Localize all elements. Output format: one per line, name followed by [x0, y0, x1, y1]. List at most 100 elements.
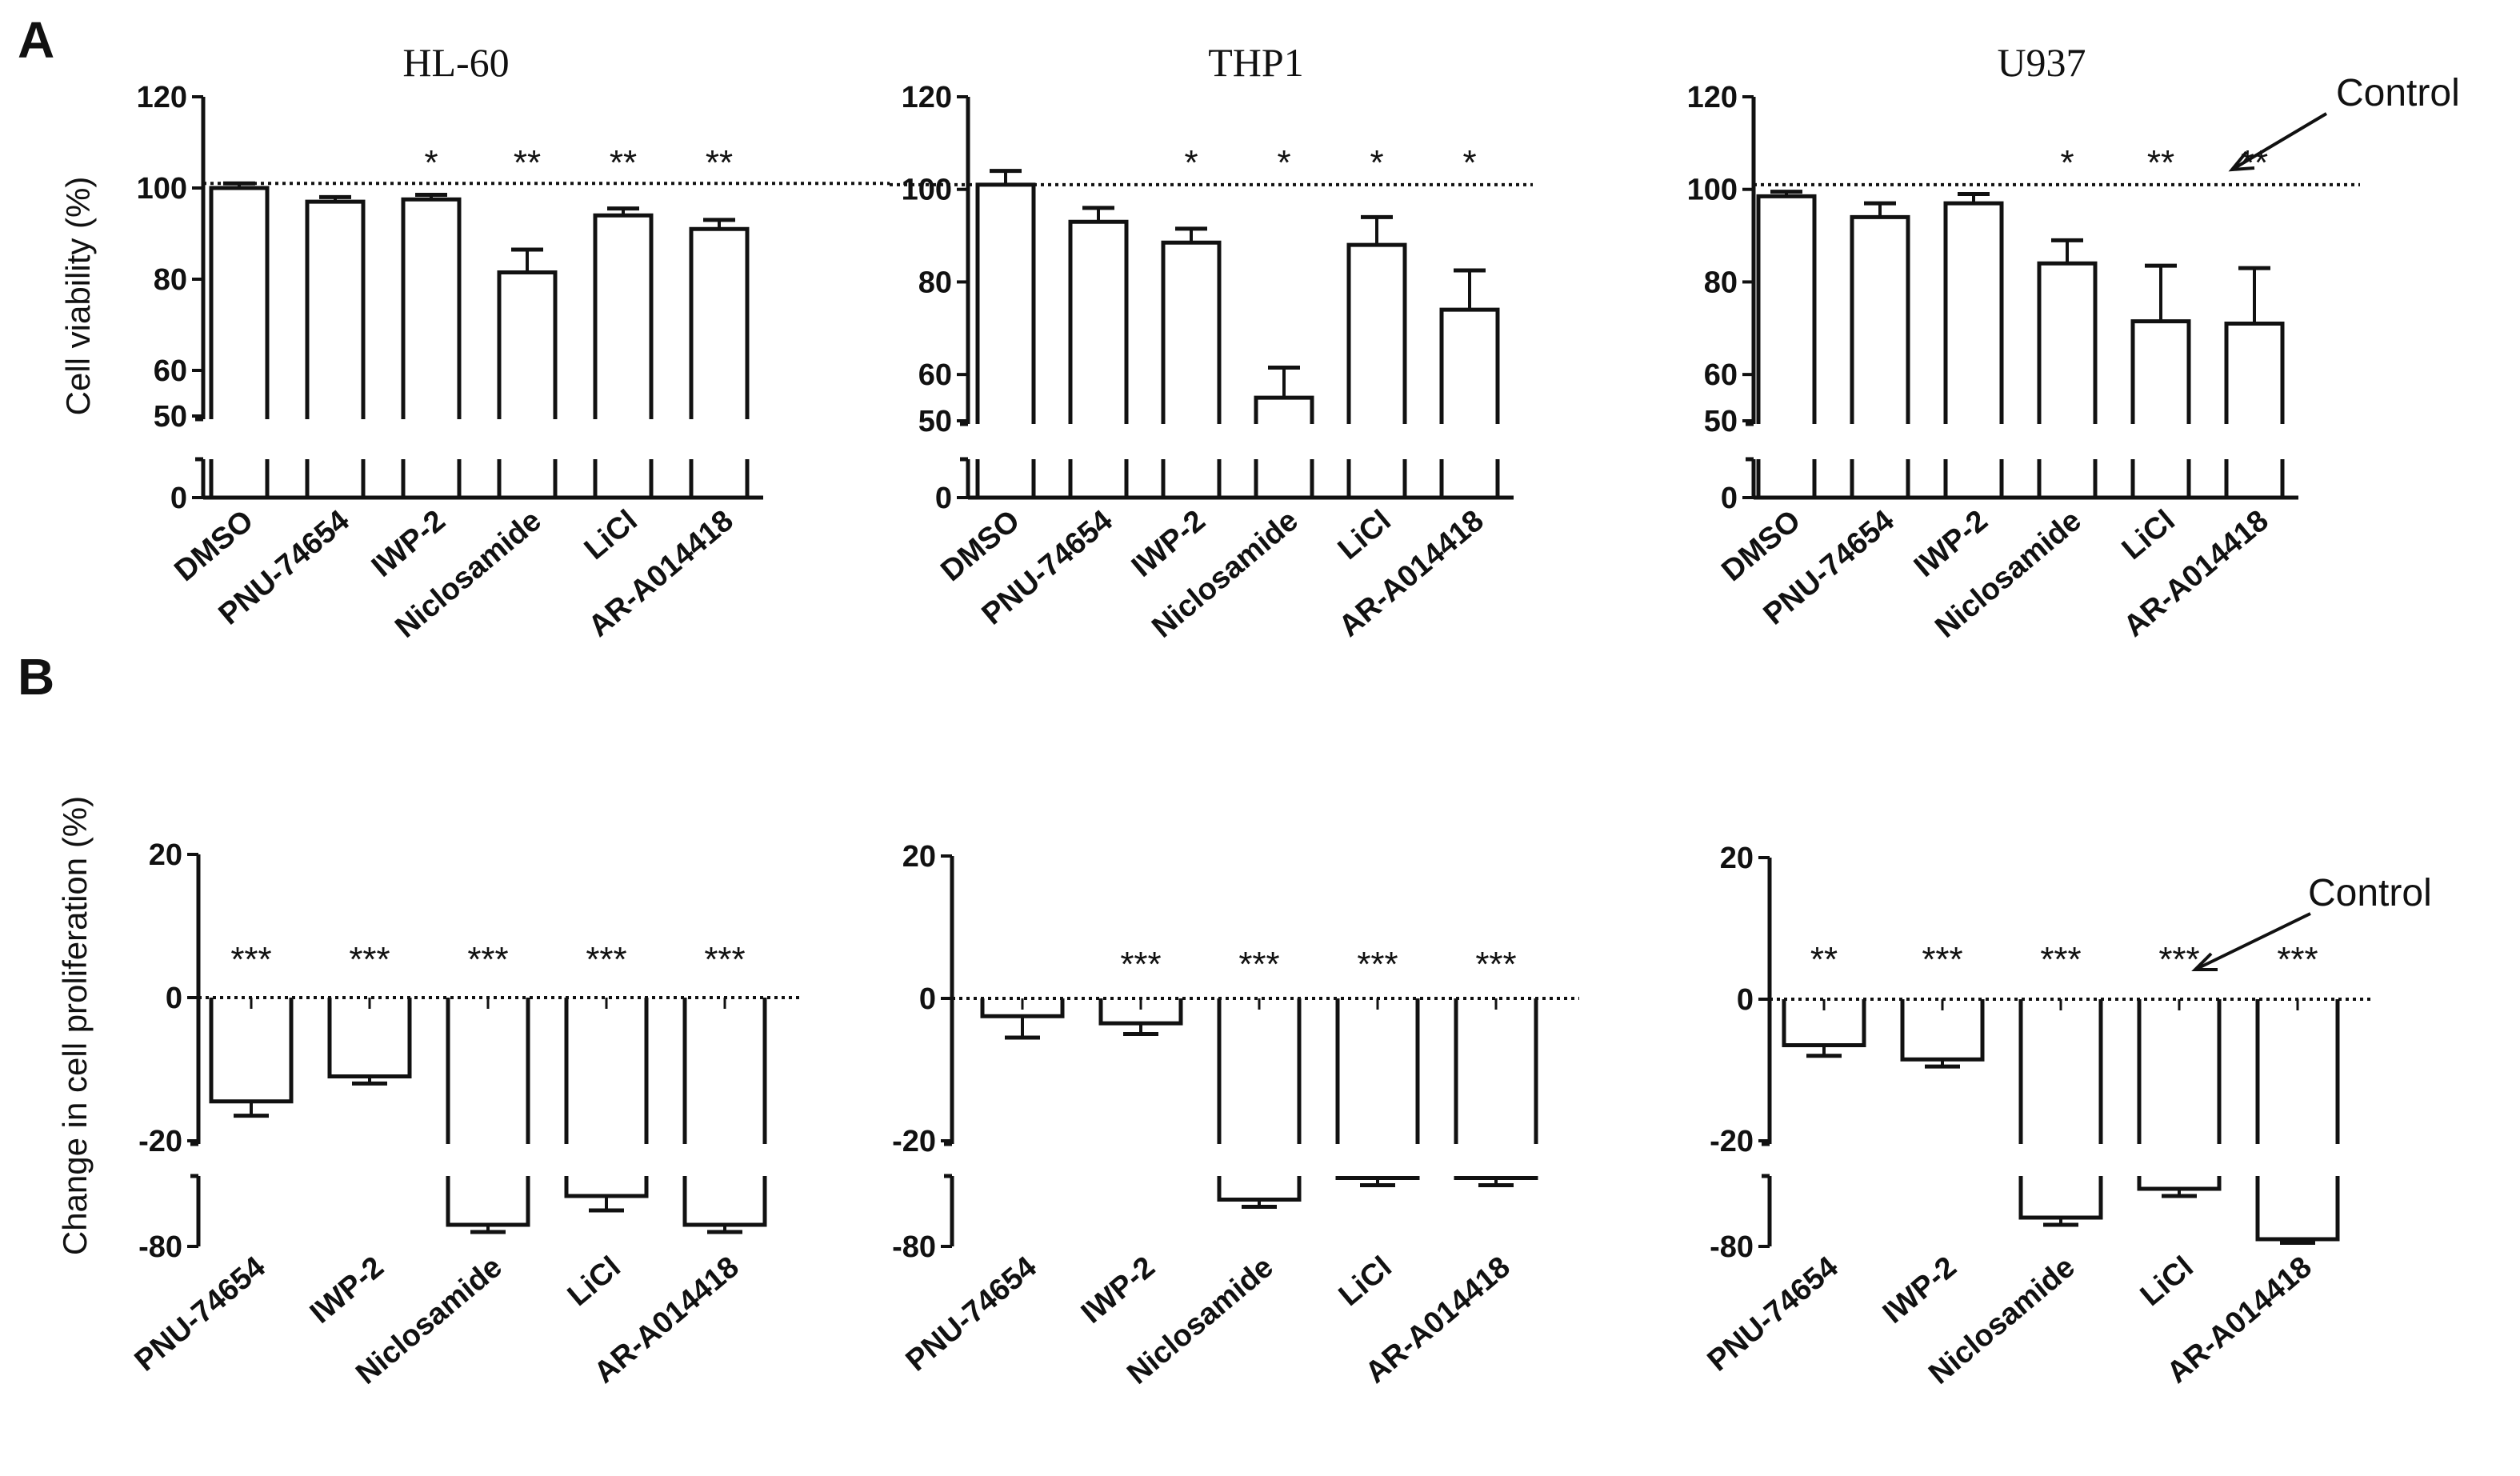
significance-label: **	[2241, 143, 2268, 182]
significance-label: **	[514, 143, 541, 182]
x-tick-label: IWP-2	[366, 504, 452, 584]
y-tick-label: 20	[902, 840, 936, 874]
x-tick-label: IWP-2	[304, 1250, 390, 1330]
significance-label: ***	[2040, 940, 2081, 979]
control-arrow-head	[2228, 150, 2255, 172]
control-arrow-head-b	[2191, 952, 2218, 971]
bar	[1161, 240, 1222, 424]
chart-b-hl60: Change in cell proliferation (%) -20 0 20 -…	[56, 796, 800, 1391]
y-tick-label: 0	[1721, 482, 1738, 515]
y-tick-label: 20	[1720, 842, 1754, 875]
bar	[2255, 999, 2340, 1144]
y-tick-label: 80	[918, 266, 952, 299]
bar	[689, 226, 750, 419]
y-tick-label: 120	[1687, 81, 1738, 114]
bar	[2018, 999, 2103, 1144]
bar	[1346, 242, 1407, 424]
bar	[1068, 219, 1129, 424]
chart-a-hl60: HL-60 Cell viability (%) 60 80 100 120 0 50 DM…	[59, 40, 890, 645]
significance-label: ***	[1922, 940, 1962, 979]
y-tick-label: 100	[902, 174, 952, 207]
bar	[2137, 999, 2222, 1144]
chart-title: HL-60	[402, 40, 509, 85]
panel-label-b: B	[18, 648, 54, 706]
y-tick-label: -20	[1710, 1125, 1754, 1158]
chart-title: U937	[1997, 40, 2086, 85]
bar	[305, 199, 366, 419]
control-annotation: Control	[2336, 72, 2460, 114]
bar	[2130, 319, 2191, 424]
significance-label: *	[424, 143, 438, 182]
bar	[1454, 998, 1538, 1144]
significance-label: ***	[2158, 940, 2199, 979]
y-tick-label: 20	[149, 838, 182, 872]
x-tick-label: IWP-2	[1126, 504, 1212, 584]
y-tick-label: 50	[154, 400, 187, 434]
y-tick-label: 50	[1704, 405, 1738, 438]
bar-lower	[564, 1176, 649, 1198]
significance-label: ***	[2277, 940, 2318, 979]
y-tick-label: 60	[918, 358, 952, 392]
bar	[1943, 201, 2004, 424]
significance-label: *	[1462, 143, 1476, 182]
y-tick-label: 100	[137, 172, 187, 206]
bar-lower	[682, 1176, 767, 1227]
bar-lower	[1217, 1176, 1302, 1202]
significance-label: **	[1810, 940, 1838, 979]
x-tick-label: PNU-74654	[900, 1250, 1043, 1378]
significance-label: *	[1370, 143, 1383, 182]
significance-label: ***	[467, 940, 508, 979]
bar	[209, 186, 270, 419]
y-axis-label: Change in cell proliferation (%)	[56, 796, 94, 1255]
bar	[327, 998, 412, 1078]
x-tick-label: IWP-2	[1877, 1250, 1963, 1330]
x-tick-label: PNU-74654	[129, 1250, 272, 1378]
bar-lower	[2018, 1176, 2103, 1220]
significance-label: ***	[1475, 945, 1516, 984]
bar-lower	[1335, 1176, 1420, 1180]
x-tick-label: DMSO	[168, 504, 259, 588]
bar-lower	[446, 1176, 530, 1227]
significance-label: ***	[349, 940, 390, 979]
significance-label: **	[2147, 143, 2174, 182]
bar	[1850, 214, 1910, 424]
y-tick-label: 120	[137, 81, 187, 114]
y-tick-label: -80	[138, 1230, 182, 1264]
panel-label-a: A	[18, 11, 54, 69]
significance-label: ***	[586, 940, 626, 979]
bar-lower	[1454, 1176, 1538, 1180]
y-tick-label: 120	[902, 81, 952, 114]
significance-label: ***	[230, 940, 271, 979]
significance-label: ***	[1120, 945, 1161, 984]
x-tick-label: IWP-2	[1075, 1250, 1162, 1330]
significance-label: *	[2060, 143, 2074, 182]
y-axis-label: Cell viability (%)	[59, 177, 97, 416]
significance-label: **	[706, 143, 733, 182]
significance-label: **	[610, 143, 637, 182]
bar	[209, 998, 294, 1104]
control-arrow-line-b	[2194, 912, 2311, 971]
x-tick-label: LiCl	[578, 504, 644, 566]
bar	[401, 197, 462, 419]
bar	[1217, 998, 1302, 1144]
x-tick-label: LiCl	[1332, 504, 1398, 566]
significance-label: *	[1184, 143, 1198, 182]
bar-lower	[2137, 1176, 2222, 1191]
y-tick-label: -20	[892, 1125, 936, 1158]
chart-title: THP1	[1208, 40, 1303, 85]
y-tick-label: -20	[138, 1125, 182, 1158]
x-tick-label: LiCl	[2116, 504, 2182, 566]
significance-label: ***	[1357, 945, 1398, 984]
chart-a-thp1: THP1 6080100120050DMSOPNU-74654*IWP-2*Ni…	[890, 40, 1533, 645]
y-tick-label: 50	[918, 405, 952, 438]
bar	[2224, 322, 2285, 424]
x-tick-label: PNU-74654	[1702, 1250, 1845, 1378]
significance-label: ***	[1238, 945, 1279, 984]
bar	[593, 213, 654, 419]
y-tick-label: 60	[154, 354, 187, 388]
y-tick-label: -80	[1710, 1230, 1754, 1264]
x-tick-label: LiCl	[562, 1250, 627, 1313]
bar	[1335, 998, 1420, 1144]
y-tick-label: 0	[935, 482, 952, 515]
